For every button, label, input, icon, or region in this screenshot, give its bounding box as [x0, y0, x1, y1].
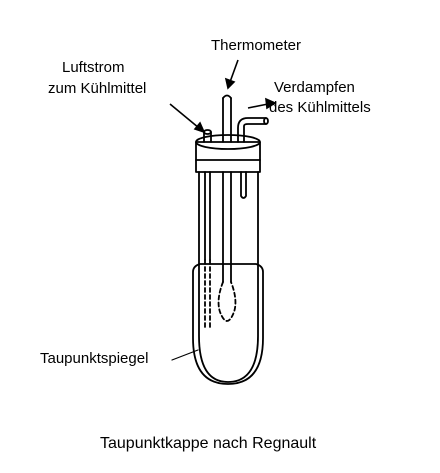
thermometer-bulb: [217, 281, 237, 322]
mirror-cap-outline: [192, 263, 264, 385]
stopper-top: [195, 134, 261, 150]
label-verdampfen: Verdampfen: [274, 79, 355, 96]
arrow-verdampfen: [247, 103, 269, 109]
figure-caption: Taupunktkappe nach Regnault: [100, 435, 317, 452]
label-taupunktspiegel: Taupunktspiegel: [40, 350, 149, 367]
outlet-tube: [237, 117, 267, 143]
arrow-luftstrom: [169, 103, 200, 129]
label-luftstrom: Luftstrom: [62, 59, 125, 76]
label-des-kuehlmittels: des Kühlmittels: [269, 99, 371, 116]
inner-tube-right: [240, 171, 247, 199]
glass-tube: [198, 171, 259, 383]
leader-spiegel: [171, 349, 199, 361]
label-zum-kuehlmittel: zum Kühlmittel: [48, 80, 147, 97]
inner-tube-left: [204, 171, 211, 261]
arrow-thermometer: [229, 59, 239, 83]
thermometer-rod: [222, 97, 232, 143]
label-thermometer: Thermometer: [211, 37, 302, 54]
